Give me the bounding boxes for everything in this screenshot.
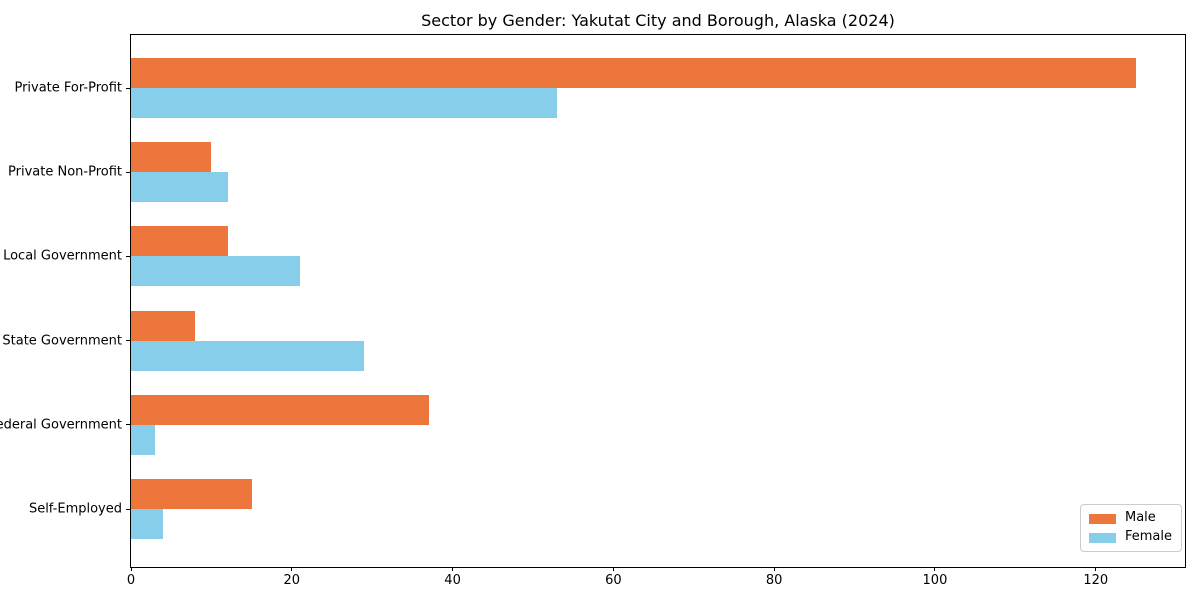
legend-swatch-female xyxy=(1088,532,1116,543)
x-tick-mark xyxy=(1095,567,1097,571)
bar-female-state-government xyxy=(131,340,365,371)
x-tick-mark xyxy=(452,567,454,571)
x-tick-mark xyxy=(291,567,293,571)
bar-male-private-non-profit xyxy=(131,142,212,173)
xtick-label-40: 40 xyxy=(444,573,461,588)
x-tick-mark xyxy=(773,567,775,571)
bar-female-federal-government xyxy=(131,424,156,455)
legend-label-male: Male xyxy=(1124,510,1156,526)
x-tick-mark xyxy=(612,567,614,571)
bar-male-state-government xyxy=(131,310,196,341)
bar-male-self-employed xyxy=(131,479,252,509)
bar-male-local-government xyxy=(131,226,228,257)
y-tick-mark xyxy=(126,340,130,342)
bar-female-private-for-profit xyxy=(131,88,558,118)
plot-area: Private For-Profit Private Non-Profit Loca… xyxy=(0,34,1186,588)
xtick-label-60: 60 xyxy=(605,573,622,588)
xtick-label-100: 100 xyxy=(922,573,948,588)
bar-female-self-employed xyxy=(131,509,164,539)
y-tick-mark xyxy=(126,508,130,510)
ytick-label-federal-government: Federal Government xyxy=(0,417,122,433)
legend-entry-female: Female xyxy=(1088,529,1172,545)
ytick-label-private-for-profit: Private For-Profit xyxy=(14,80,122,96)
y-tick-mark xyxy=(126,424,130,426)
bar-female-private-non-profit xyxy=(131,172,228,203)
legend: Male Female xyxy=(1079,504,1182,552)
legend-entry-male: Male xyxy=(1088,510,1172,526)
ytick-label-self-employed: Self-Employed xyxy=(28,501,122,517)
y-tick-mark xyxy=(126,171,130,173)
y-tick-mark xyxy=(126,87,130,89)
bar-male-federal-government xyxy=(131,394,429,425)
ytick-label-state-government: State Government xyxy=(2,333,122,349)
legend-label-female: Female xyxy=(1124,529,1172,545)
chart-title: Sector by Gender: Yakutat City and Borou… xyxy=(421,11,895,30)
x-tick-mark xyxy=(130,567,132,571)
ytick-label-local-government: Local Government xyxy=(3,248,122,264)
bar-female-local-government xyxy=(131,256,300,287)
bar-male-private-for-profit xyxy=(131,58,1136,88)
xtick-label-0: 0 xyxy=(126,573,136,588)
xtick-label-80: 80 xyxy=(765,573,783,588)
legend-swatch-male xyxy=(1088,513,1116,524)
x-tick-mark xyxy=(934,567,936,571)
y-tick-mark xyxy=(126,255,130,257)
xtick-label-20: 20 xyxy=(283,573,301,588)
xtick-label-120: 120 xyxy=(1083,573,1109,588)
ytick-label-private-non-profit: Private Non-Profit xyxy=(8,164,122,180)
